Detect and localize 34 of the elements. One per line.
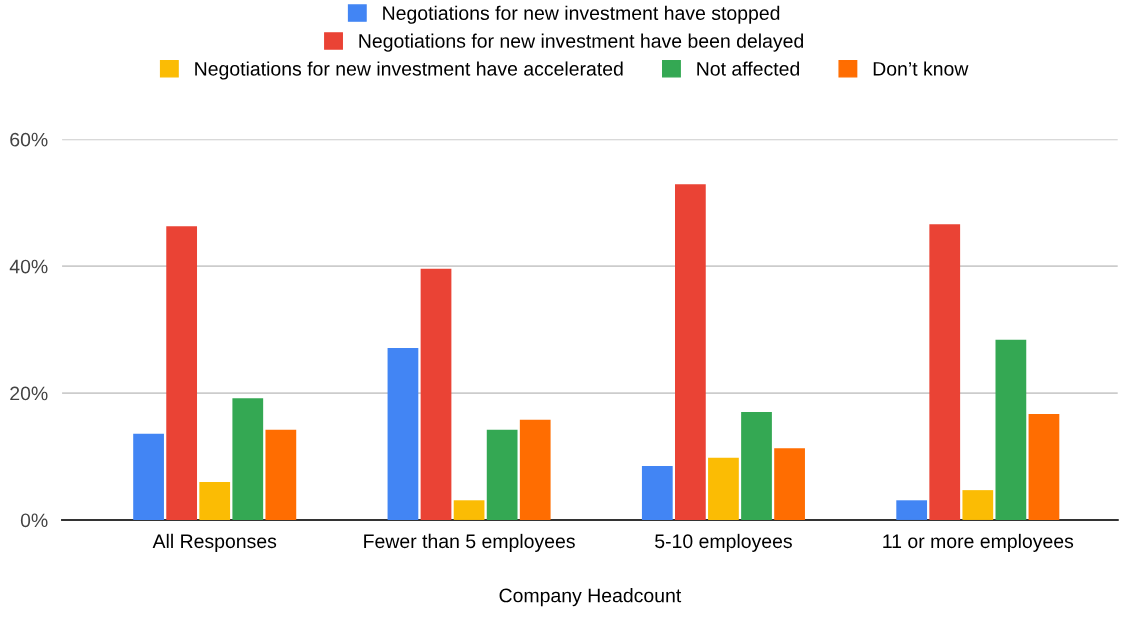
x-axis-title: Company Headcount (499, 588, 682, 607)
bar (995, 339, 1027, 520)
bar (708, 457, 739, 520)
bar (929, 224, 961, 520)
bar (896, 500, 928, 520)
bar (199, 481, 231, 520)
bar (741, 412, 772, 520)
bar (387, 348, 419, 520)
y-tick-label: 60% (10, 132, 48, 147)
bar (453, 500, 485, 520)
x-tick-label: All Responses (152, 533, 277, 552)
x-tick-label: Fewer than 5 employees (364, 533, 575, 552)
bar (420, 268, 452, 520)
bar (166, 226, 198, 520)
bar (774, 448, 805, 520)
legend-label: Don’t know (873, 61, 969, 76)
y-tick-label: 20% (10, 386, 48, 401)
x-tick-label: 5-10 employees (655, 533, 792, 552)
legend-label: Negotiations for new investment have stopped (383, 5, 780, 24)
bar (486, 429, 518, 520)
bar (265, 429, 297, 520)
bar (641, 466, 673, 520)
bar (232, 398, 264, 520)
bar (133, 433, 164, 520)
legend-label: Negotiations for new investment have accelerated (195, 61, 623, 80)
legend-label: Not affected (697, 61, 800, 76)
bar (519, 419, 551, 520)
y-tick-label: 40% (9, 259, 48, 274)
x-tick-label: 11 or more employees (883, 533, 1074, 552)
legend-label: Negotiations for new investment have been delayed (359, 33, 803, 52)
y-tick-label: 0% (20, 513, 48, 528)
bar (675, 184, 706, 520)
bar (1028, 414, 1060, 520)
bar (962, 490, 994, 520)
